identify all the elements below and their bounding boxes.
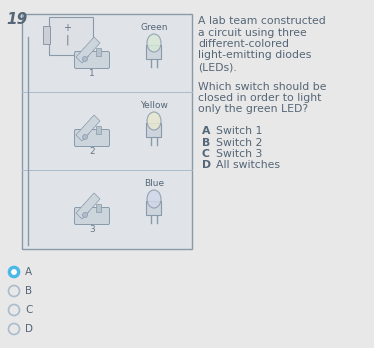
- Text: D: D: [25, 324, 33, 334]
- Circle shape: [9, 324, 19, 334]
- FancyBboxPatch shape: [43, 26, 50, 44]
- Ellipse shape: [147, 34, 161, 52]
- Text: 2: 2: [89, 147, 95, 156]
- Circle shape: [9, 285, 19, 296]
- Circle shape: [83, 213, 88, 218]
- Text: Green: Green: [140, 23, 168, 32]
- FancyBboxPatch shape: [74, 207, 110, 224]
- FancyBboxPatch shape: [74, 129, 110, 147]
- Polygon shape: [76, 37, 100, 63]
- FancyBboxPatch shape: [96, 126, 101, 134]
- Text: Which switch should be: Which switch should be: [198, 81, 327, 92]
- Text: 1: 1: [89, 69, 95, 78]
- Text: A lab team constructed: A lab team constructed: [198, 16, 326, 26]
- Text: 19: 19: [6, 12, 27, 27]
- FancyBboxPatch shape: [96, 48, 101, 56]
- Ellipse shape: [147, 112, 161, 130]
- Text: different-colored: different-colored: [198, 39, 289, 49]
- Circle shape: [83, 56, 88, 62]
- Text: Switch 2: Switch 2: [216, 137, 263, 148]
- Text: 3: 3: [89, 225, 95, 234]
- FancyBboxPatch shape: [83, 204, 88, 212]
- Text: D: D: [202, 160, 211, 171]
- Text: A: A: [202, 126, 210, 136]
- Text: Yellow: Yellow: [140, 101, 168, 110]
- Circle shape: [83, 134, 88, 140]
- FancyBboxPatch shape: [147, 45, 162, 58]
- Text: (LEDs).: (LEDs).: [198, 62, 237, 72]
- Text: Switch 3: Switch 3: [216, 149, 263, 159]
- Text: C: C: [202, 149, 210, 159]
- Circle shape: [9, 267, 19, 277]
- FancyBboxPatch shape: [147, 200, 162, 214]
- Text: B: B: [202, 137, 210, 148]
- Text: light-emitting diodes: light-emitting diodes: [198, 50, 312, 61]
- Polygon shape: [76, 193, 100, 219]
- Ellipse shape: [147, 190, 161, 208]
- Text: |: |: [65, 35, 69, 45]
- Text: B: B: [25, 286, 32, 296]
- Circle shape: [12, 270, 16, 274]
- Text: Blue: Blue: [144, 179, 164, 188]
- FancyBboxPatch shape: [22, 14, 192, 249]
- FancyBboxPatch shape: [83, 126, 88, 134]
- Text: All switches: All switches: [216, 160, 280, 171]
- Circle shape: [9, 304, 19, 316]
- Polygon shape: [76, 115, 100, 141]
- FancyBboxPatch shape: [74, 52, 110, 69]
- Text: C: C: [25, 305, 33, 315]
- FancyBboxPatch shape: [49, 17, 93, 55]
- FancyBboxPatch shape: [96, 204, 101, 212]
- FancyBboxPatch shape: [147, 122, 162, 136]
- Text: A: A: [25, 267, 32, 277]
- Text: +: +: [63, 23, 71, 33]
- Text: only the green LED?: only the green LED?: [198, 104, 308, 114]
- FancyBboxPatch shape: [83, 48, 88, 56]
- Text: Switch 1: Switch 1: [216, 126, 263, 136]
- Text: a circuit using three: a circuit using three: [198, 27, 307, 38]
- Text: closed in order to light: closed in order to light: [198, 93, 321, 103]
